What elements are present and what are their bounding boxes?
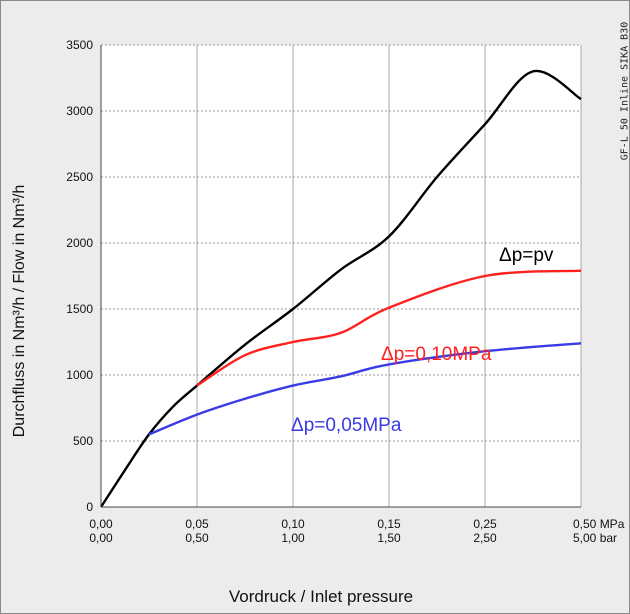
x-tick-label-mpa: 0,05: [185, 517, 209, 531]
x-tick-label-bar: 1,00: [281, 531, 305, 545]
grid-lines: [101, 44, 582, 507]
product-label: GF-L 50 Inline SIKA B30: [619, 21, 630, 161]
y-axis-title: Durchfluss in Nm³/h / Flow in Nm³/h: [11, 184, 28, 438]
series-label-0: Δp=pv: [499, 245, 554, 266]
x-tick-label-mpa: 0,00: [89, 517, 113, 531]
x-tick-label-bar: 0,00: [89, 531, 113, 545]
x-tick-label-bar: 5,00 bar: [573, 531, 617, 545]
y-tick-label: 3000: [66, 104, 93, 118]
y-tick-label: 1500: [66, 302, 93, 316]
x-tick-label-bar: 2,50: [473, 531, 497, 545]
y-tick-label: 500: [73, 434, 93, 448]
series-label-2: Δp=0,05MPa: [291, 415, 402, 436]
y-tick-labels: 0 500 1000 1500 2000 2500 3000 3500: [66, 38, 93, 514]
x-tick-label-mpa: 0,25: [473, 517, 497, 531]
plot-area: [101, 45, 581, 507]
y-tick-label: 2500: [66, 170, 93, 184]
series-lines: [99, 70, 582, 508]
y-tick-label: 0: [86, 500, 93, 514]
x-tick-label-mpa: 0,15: [377, 517, 401, 531]
series-labels: Δp=pv Δp=0,10MPa Δp=0,05MPa: [291, 245, 554, 436]
x-axis-title: Vordruck / Inlet pressure: [228, 587, 414, 606]
x-tick-label-mpa: 0,10: [281, 517, 305, 531]
x-tick-labels: 0,000,00 0,050,50 0,101,00 0,151,50 0,252,50…: [89, 517, 624, 545]
x-tick-label-mpa: 0,50 MPa: [573, 517, 625, 531]
y-tick-label: 1000: [66, 368, 93, 382]
x-tick-label-bar: 1,50: [377, 531, 401, 545]
y-tick-label: 3500: [66, 38, 93, 52]
series-label-1: Δp=0,10MPa: [381, 344, 492, 365]
x-tick-label-bar: 0,50: [185, 531, 209, 545]
series-line-1: [196, 269, 582, 387]
series-line-2: [148, 342, 582, 436]
y-tick-label: 2000: [66, 236, 93, 250]
